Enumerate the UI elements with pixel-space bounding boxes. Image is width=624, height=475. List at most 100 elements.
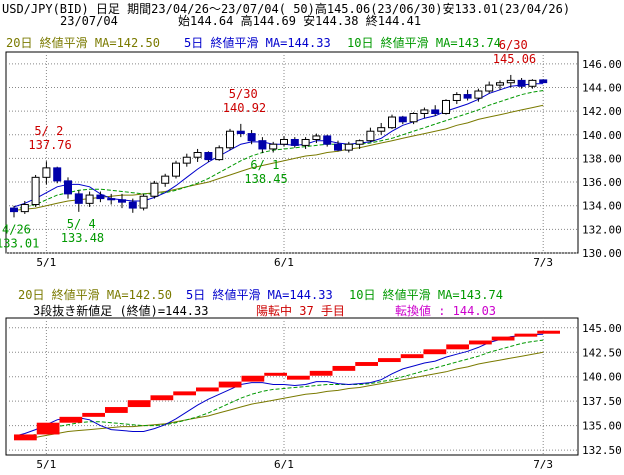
annotation-date: 5/30 (229, 87, 258, 101)
lower-bricks (14, 330, 560, 441)
candle-body (517, 79, 526, 87)
brick (82, 412, 105, 417)
brick (264, 372, 287, 376)
annotation-value: 145.06 (493, 52, 536, 66)
candle-body (323, 135, 332, 145)
brick (491, 336, 515, 341)
brick (400, 354, 424, 359)
candle-body (431, 109, 440, 114)
brick (218, 381, 242, 388)
upper-x-tick-label: 6/1 (274, 256, 294, 269)
brick (537, 330, 560, 334)
candle-body (118, 199, 126, 203)
upper-x-axis: 5/1 6/1 7/3 (36, 256, 553, 269)
header-title: USD/JPY(BID) 日足 期間23/04/26～23/07/04( 50)… (2, 1, 570, 16)
candle-body (312, 135, 321, 140)
candle-body (496, 82, 504, 86)
lower-legend-ma20: 20日 終値平滑 MA=142.50 (18, 287, 172, 302)
lower-x-tick-label: 7/3 (533, 458, 553, 471)
annotation-date: 5/ 2 (34, 124, 63, 138)
candle-body (485, 84, 494, 92)
candle-body (64, 180, 72, 195)
lower-y-tick-label: 140.00 (582, 371, 622, 384)
candle-body (10, 207, 18, 213)
candle-body (182, 156, 191, 164)
annotation-value: 137.76 (28, 138, 71, 152)
annotation-date: 6/30 (499, 38, 528, 52)
candle-body (96, 194, 105, 200)
upper-y-tick-label: 140.00 (582, 129, 622, 142)
brick (378, 358, 401, 363)
brick (150, 395, 174, 401)
lower-x-tick-label: 6/1 (274, 458, 294, 471)
candle-body (290, 138, 299, 146)
candle-body (236, 130, 245, 135)
upper-ma5-series (13, 83, 544, 208)
lower-status-red: 陽転中 37 手目 (256, 303, 345, 318)
candle-body (107, 198, 116, 201)
lower-ma10-series (13, 339, 544, 439)
candle-body (74, 193, 83, 204)
lower-panel: 132.50 135.00 137.50 140.00 142.50 145.00 5/1… (5, 317, 622, 471)
candle-body (204, 152, 213, 161)
brick (105, 407, 128, 413)
candle-body (269, 143, 278, 150)
upper-y-tick-label: 132.00 (582, 223, 622, 236)
candle-body (463, 94, 472, 99)
upper-candles (10, 74, 548, 218)
annotation-value: 140.92 (223, 101, 266, 115)
ma10-line (13, 339, 544, 439)
candle-body (42, 167, 51, 178)
candle-body (31, 176, 40, 206)
candle-body (150, 182, 159, 197)
annotation-date: 6/ 1 (250, 158, 279, 172)
candle-body (377, 127, 386, 132)
candle-body (442, 99, 450, 114)
candle-body (334, 143, 342, 151)
candle-body (539, 79, 548, 84)
candle-body (20, 204, 29, 213)
candle-body (452, 94, 461, 101)
lower-ma5-series (13, 333, 544, 437)
brick (514, 333, 538, 337)
candle-body (366, 130, 375, 142)
ma5-line (13, 333, 544, 437)
ma20-line (13, 351, 544, 440)
brick (287, 375, 310, 380)
lower-legend-ma10: 10日 終値平滑 MA=143.74 (349, 287, 503, 302)
lower-x-axis: 5/1 6/1 7/3 (36, 458, 553, 471)
upper-y-tick-label: 130.00 (582, 247, 622, 260)
lower-y-tick-label: 145.00 (582, 322, 622, 335)
ma5-line (13, 83, 544, 208)
brick (196, 387, 219, 392)
candle-body (355, 140, 364, 145)
annotation-value: 138.45 (244, 172, 287, 186)
candle-body (258, 140, 267, 150)
ma10-line (13, 90, 544, 210)
brick (173, 391, 196, 396)
upper-legend-ma20: 20日 終値平滑 MA=142.50 (6, 35, 160, 50)
upper-y-axis: 130.00 132.00 134.00 136.00 138.00 140.00 142.… (582, 58, 622, 260)
brick (469, 340, 492, 345)
upper-ma10-series (13, 90, 544, 210)
upper-x-tick-label: 5/1 (36, 256, 56, 269)
candle-body (528, 79, 537, 87)
lower-status-black: 3段抜き新値足 (終値)=144.33 (33, 303, 208, 318)
candle-body (226, 130, 234, 149)
brick (309, 370, 333, 376)
upper-y-tick-label: 144.00 (582, 81, 622, 94)
lower-y-tick-label: 137.50 (582, 395, 622, 408)
brick (332, 365, 356, 371)
candle-body (398, 116, 407, 123)
upper-legend-ma5: 5日 終値平滑 MA=144.33 (184, 35, 331, 50)
candle-body (139, 195, 148, 209)
annotation-date: 4/26 (2, 222, 31, 236)
brick (241, 375, 265, 382)
brick (423, 349, 447, 355)
brick (36, 422, 60, 435)
candle-body (161, 175, 170, 184)
candle-body (280, 138, 288, 145)
brick (446, 344, 469, 350)
